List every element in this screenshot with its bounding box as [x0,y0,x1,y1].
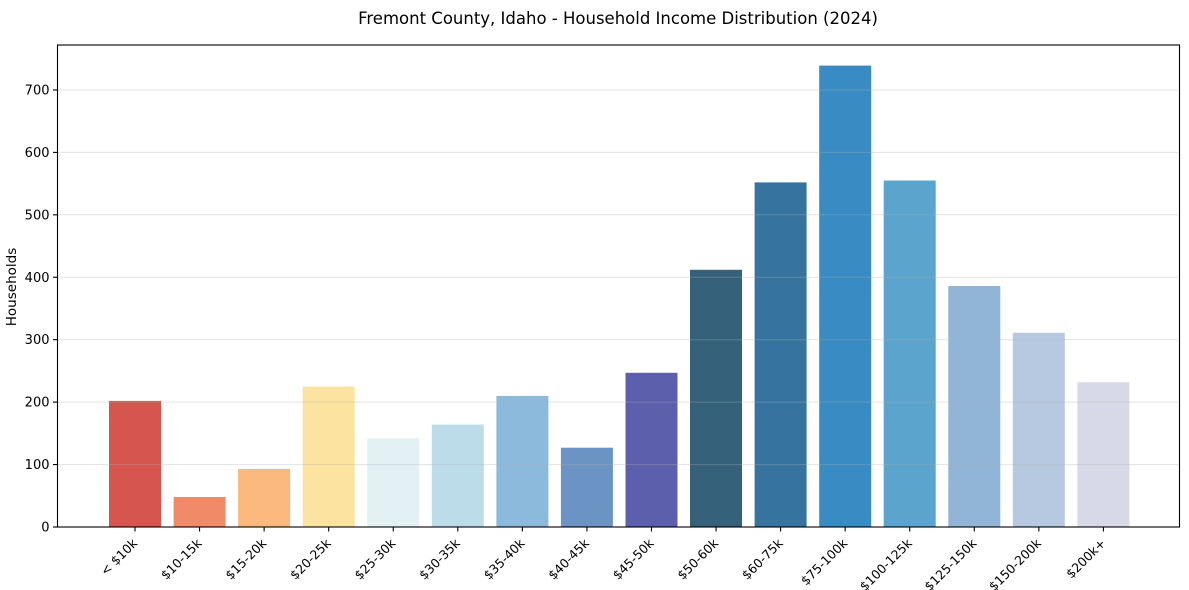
y-tick-label: 200 [25,396,50,411]
y-tick-label: 0 [41,521,49,536]
x-tick-label: < $10k [97,535,140,578]
bar-35-40k [496,395,549,527]
y-tick-label: 100 [25,458,50,473]
bar-25-30k [367,438,420,527]
x-tick-label: $45-50k [610,535,658,583]
y-tick-label: 400 [25,271,50,286]
y-tick-label: 700 [25,83,50,98]
x-tick-label: $10-15k [158,535,206,583]
gridlines-group [57,89,1180,466]
x-tick-label: $15-20k [222,535,270,583]
bar-50-60k [690,269,742,527]
bars-group [109,65,1130,527]
y-tick-label: 500 [25,208,50,223]
x-tick-label: $100-125k [857,535,916,590]
x-tick-label: $60-75k [739,535,787,583]
bar-100-125k [883,180,936,527]
bar-40-45k [560,447,613,527]
bar-30-35k [431,424,484,527]
y-axis-label: Households [4,248,20,326]
x-tick-label: $200k+ [1063,536,1109,582]
x-tick-label: $25-30k [351,535,399,583]
y-tick-label: 600 [25,146,50,161]
bar-75-100k [819,65,872,527]
x-tick-label: $20-25k [287,535,335,583]
bar-45-50k [625,372,678,527]
x-tick-label: $75-100k [798,535,851,588]
bar-60-75k [754,182,807,527]
bar-20-25k [302,386,355,527]
x-tick-label: $125-150k [921,535,980,590]
chart-title: Fremont County, Idaho - Household Income… [358,9,878,28]
x-tick-label: $40-45k [545,535,593,583]
plot-frame [56,44,1181,528]
x-tick-label: $50-60k [674,535,722,583]
bar-200k [1077,382,1130,527]
x-tick-label: $30-35k [416,535,464,583]
bar-125-150k [948,286,1001,527]
x-tick-label: $150-200k [986,535,1045,590]
x-tick-label: $35-40k [480,535,528,583]
y-tick-label: 300 [25,333,50,348]
bar-150-200k [1012,332,1065,527]
bar-10-15k [173,497,226,527]
bar-10k [109,400,161,527]
bar-15-20k [238,468,291,527]
